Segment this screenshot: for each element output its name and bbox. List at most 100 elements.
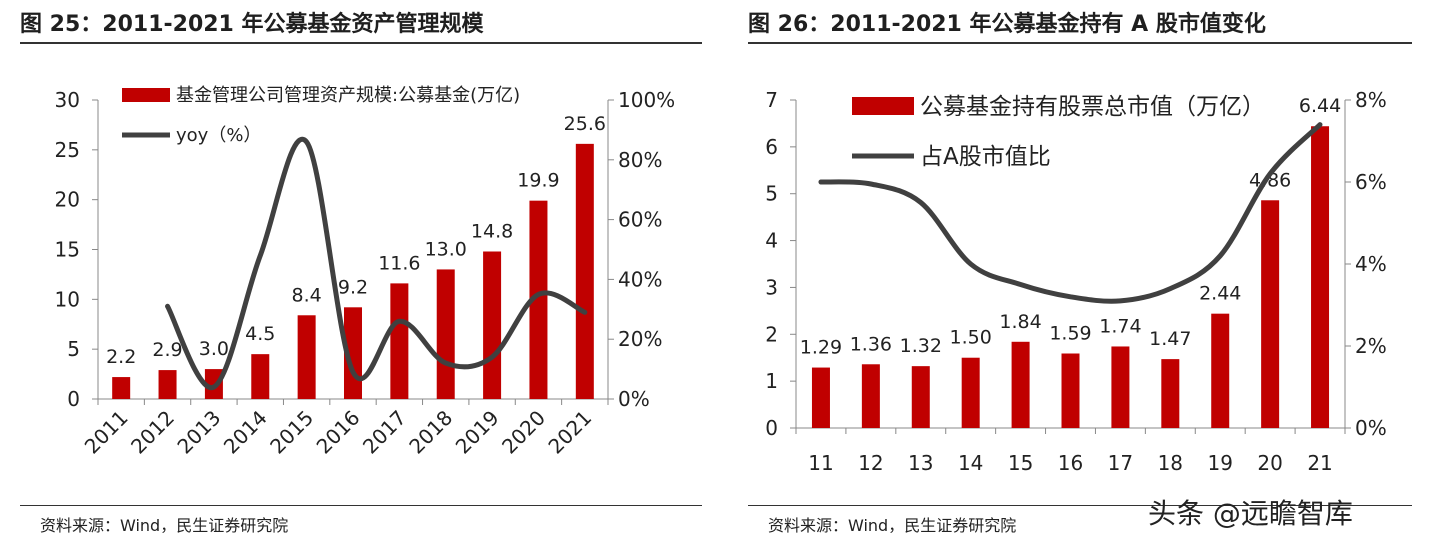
source-rule [748, 505, 1412, 506]
x-tick-label: 17 [1108, 451, 1133, 475]
bar-value-label: 1.59 [1049, 322, 1091, 344]
watermark: 头条 @远瞻智库 [1148, 497, 1353, 530]
x-tick-label: 2011 [80, 406, 133, 459]
y-tick-label-left: 25 [55, 138, 80, 162]
y-tick-label-left: 1 [765, 369, 778, 393]
legend-label-bar: 基金管理公司管理资产规模:公募基金(万亿) [176, 85, 520, 106]
source-note: 资料来源：Wind，民生证券研究院 [768, 516, 1017, 535]
bar [158, 370, 177, 399]
y-tick-label-left: 7 [765, 88, 778, 112]
x-tick-label: 2020 [497, 406, 550, 459]
bar [911, 366, 930, 428]
chart-panel-fund-aum: 图 25：2011-2021 年公募基金资产管理规模 0 5 10 15 20 25 30 0… [0, 0, 712, 544]
bar [1161, 359, 1180, 428]
bar [1261, 200, 1280, 428]
y-tick-label-left: 5 [765, 182, 778, 206]
bar [529, 200, 548, 399]
y-tick-label-right: 20% [618, 327, 662, 351]
bar-value-label: 2.2 [106, 346, 136, 368]
x-tick-label: 2017 [358, 406, 411, 459]
y-tick-label-left: 15 [55, 238, 80, 262]
x-tick-label: 18 [1158, 451, 1183, 475]
y-tick-label-right: 4% [1355, 252, 1387, 276]
y-tick-label-left: 6 [765, 135, 778, 159]
legend-label-line: yoy（%） [176, 125, 261, 146]
x-tick-label: 13 [908, 451, 933, 475]
source-rule [20, 505, 702, 506]
y-tick-label-right: 80% [618, 148, 662, 172]
bar [1211, 313, 1230, 428]
bar [1061, 353, 1080, 428]
bar [251, 354, 270, 399]
x-tick-label: 15 [1008, 451, 1033, 475]
chart-fund-aum: 0510152025300%20%40%60%80%100%2011201220… [55, 85, 676, 459]
x-tick-label: 2013 [172, 406, 225, 459]
bar [861, 364, 880, 428]
bar [961, 357, 980, 428]
x-tick-label: 2018 [404, 406, 457, 459]
bar-value-label: 2.44 [1199, 283, 1241, 305]
bar-value-label: 2.9 [152, 339, 182, 361]
bar-value-label: 13.0 [425, 238, 467, 260]
bar [112, 377, 131, 399]
legend-swatch-bar [852, 97, 914, 115]
y-tick-label-left: 2 [765, 322, 778, 346]
x-tick-label: 2019 [451, 406, 504, 459]
x-tick-label: 2016 [312, 406, 365, 459]
y-tick-label-left: 0 [765, 416, 778, 440]
bar-value-label: 19.9 [517, 170, 559, 192]
x-tick-label: 2021 [543, 406, 596, 459]
y-tick-label-left: 0 [67, 387, 80, 411]
x-tick-label: 14 [958, 451, 983, 475]
bar-value-label: 6.44 [1299, 95, 1341, 117]
bar [1111, 346, 1130, 428]
bar [575, 143, 594, 399]
bar [811, 367, 830, 428]
y-tick-label-left: 3 [765, 275, 778, 299]
chart-title: 图 26：2011-2021 年公募基金持有 A 股市值变化 [748, 12, 1266, 37]
chart-title: 图 25：2011-2021 年公募基金资产管理规模 [20, 12, 484, 37]
bar-value-label: 1.36 [850, 333, 892, 355]
bar [297, 315, 316, 399]
x-tick-label: 12 [858, 451, 883, 475]
y-tick-label-left: 30 [55, 88, 80, 112]
x-tick-label: 21 [1307, 451, 1332, 475]
bar-value-label: 3.0 [199, 338, 229, 360]
bar [483, 251, 502, 399]
bar-value-label: 14.8 [471, 220, 513, 242]
x-tick-label: 16 [1058, 451, 1083, 475]
y-tick-label-left: 20 [55, 188, 80, 212]
source-note: 资料来源：Wind，民生证券研究院 [40, 516, 289, 535]
bar-value-label: 1.50 [950, 327, 992, 349]
legend-label-bar: 公募基金持有股票总市值（万亿） [920, 94, 1265, 120]
y-tick-label-right: 6% [1355, 170, 1387, 194]
y-tick-label-right: 60% [618, 208, 662, 232]
bar [1011, 341, 1030, 428]
y-tick-label-left: 10 [55, 287, 80, 311]
y-tick-label-right: 100% [618, 88, 675, 112]
bar-value-label: 1.47 [1149, 328, 1191, 350]
legend-swatch-bar [122, 88, 170, 102]
series-line [818, 122, 1323, 304]
bar [1311, 126, 1330, 429]
y-tick-label-left: 5 [67, 337, 80, 361]
bar-value-label: 1.74 [1099, 315, 1141, 337]
bar-value-label: 9.2 [338, 276, 368, 298]
x-tick-label: 2015 [265, 406, 318, 459]
bar-value-label: 4.5 [245, 323, 275, 345]
title-rule [20, 42, 702, 44]
y-tick-label-right: 8% [1355, 88, 1387, 112]
x-tick-label: 2012 [126, 406, 179, 459]
x-tick-label: 19 [1208, 451, 1233, 475]
y-tick-label-right: 40% [618, 267, 662, 291]
bar-value-label: 8.4 [292, 284, 322, 306]
y-tick-label-right: 0% [1355, 416, 1387, 440]
bar [436, 269, 455, 399]
bar-value-label: 25.6 [564, 113, 606, 135]
y-tick-label-right: 2% [1355, 334, 1387, 358]
bar [390, 283, 409, 399]
title-rule [748, 42, 1412, 44]
y-tick-label-left: 4 [765, 229, 778, 253]
x-tick-label: 2014 [219, 406, 272, 459]
